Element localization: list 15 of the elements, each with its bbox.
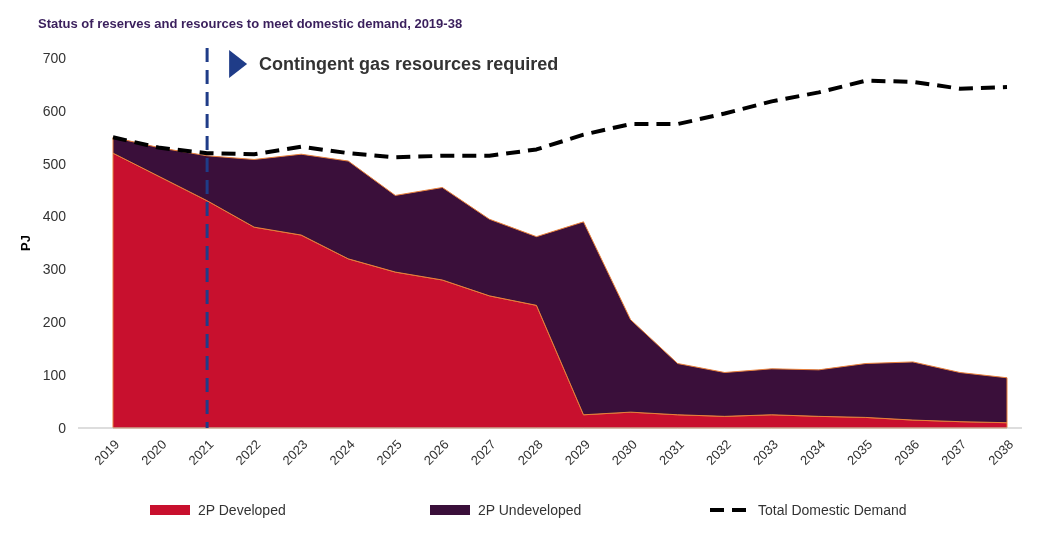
y-axis-title: PJ xyxy=(18,235,33,251)
chart-title: Status of reserves and resources to meet domestic demand, 2019-38 xyxy=(38,16,463,31)
y-tick-label: 200 xyxy=(42,314,67,331)
legend-label: 2P Developed xyxy=(198,501,286,518)
legend-label: Total Domestic Demand xyxy=(758,501,907,518)
line-series xyxy=(111,78,1009,160)
annotation: Contingent gas resources required xyxy=(259,54,559,75)
y-tick-label: 600 xyxy=(42,102,67,119)
y-tick-label: 100 xyxy=(42,367,67,384)
y-tick-label: 300 xyxy=(42,261,67,278)
y-tick-label: 700 xyxy=(42,49,67,66)
y-tick-label: 0 xyxy=(58,419,67,436)
y-tick-label: 500 xyxy=(42,155,67,172)
y-tick-label: 400 xyxy=(42,208,67,225)
legend-label: 2P Undeveloped xyxy=(478,501,582,518)
